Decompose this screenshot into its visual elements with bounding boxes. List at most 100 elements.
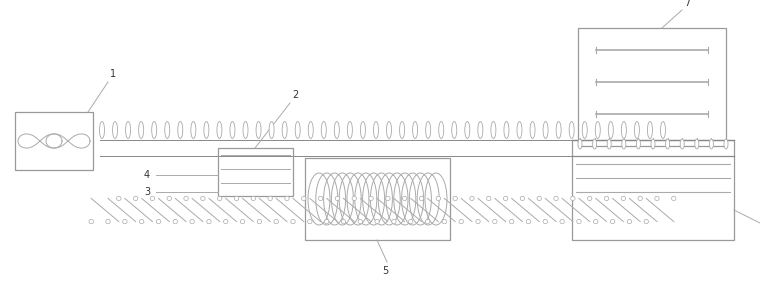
Circle shape — [509, 219, 514, 224]
Circle shape — [150, 196, 154, 201]
Circle shape — [577, 219, 581, 224]
Circle shape — [526, 219, 530, 224]
Circle shape — [302, 196, 306, 201]
Ellipse shape — [282, 121, 287, 138]
Circle shape — [403, 196, 407, 201]
Ellipse shape — [334, 121, 339, 138]
Circle shape — [492, 219, 497, 224]
Circle shape — [391, 219, 396, 224]
Bar — [305, 158, 450, 240]
Circle shape — [426, 219, 429, 224]
Ellipse shape — [321, 121, 326, 138]
Circle shape — [420, 196, 424, 201]
Ellipse shape — [608, 121, 613, 138]
Ellipse shape — [709, 139, 714, 149]
Circle shape — [453, 196, 458, 201]
Ellipse shape — [112, 121, 118, 138]
Ellipse shape — [165, 121, 169, 138]
Ellipse shape — [465, 121, 470, 138]
Circle shape — [543, 219, 547, 224]
Circle shape — [610, 219, 615, 224]
Ellipse shape — [178, 121, 182, 138]
Circle shape — [385, 196, 390, 201]
Circle shape — [285, 196, 289, 201]
Circle shape — [240, 219, 245, 224]
Circle shape — [436, 196, 441, 201]
Circle shape — [560, 219, 565, 224]
Circle shape — [173, 219, 178, 224]
Circle shape — [274, 219, 278, 224]
Circle shape — [571, 196, 575, 201]
Text: 1: 1 — [110, 69, 116, 79]
Circle shape — [325, 219, 329, 224]
Circle shape — [291, 219, 295, 224]
Ellipse shape — [695, 139, 698, 149]
Circle shape — [268, 196, 272, 201]
Circle shape — [190, 219, 195, 224]
Circle shape — [251, 196, 255, 201]
Ellipse shape — [204, 121, 209, 138]
Circle shape — [672, 196, 676, 201]
Ellipse shape — [451, 121, 457, 138]
Circle shape — [257, 219, 261, 224]
Circle shape — [537, 196, 541, 201]
Ellipse shape — [635, 121, 639, 138]
Ellipse shape — [387, 121, 391, 138]
Circle shape — [587, 196, 592, 201]
Circle shape — [341, 219, 346, 224]
Circle shape — [476, 219, 480, 224]
Circle shape — [503, 196, 508, 201]
Circle shape — [554, 196, 559, 201]
Circle shape — [409, 219, 413, 224]
Ellipse shape — [666, 139, 670, 149]
Circle shape — [223, 219, 228, 224]
Ellipse shape — [295, 121, 300, 138]
Text: 4: 4 — [144, 170, 150, 180]
Bar — [572, 140, 734, 240]
Circle shape — [627, 219, 632, 224]
Circle shape — [122, 219, 127, 224]
Ellipse shape — [651, 139, 655, 149]
Circle shape — [594, 219, 598, 224]
Ellipse shape — [309, 121, 313, 138]
Circle shape — [470, 196, 474, 201]
Ellipse shape — [191, 121, 196, 138]
Ellipse shape — [347, 121, 353, 138]
Circle shape — [167, 196, 172, 201]
Ellipse shape — [100, 121, 104, 138]
Ellipse shape — [256, 121, 261, 138]
Circle shape — [201, 196, 205, 201]
Circle shape — [234, 196, 239, 201]
Ellipse shape — [648, 121, 652, 138]
Text: 2: 2 — [292, 90, 298, 100]
Bar — [218, 148, 293, 196]
Ellipse shape — [569, 121, 574, 138]
Ellipse shape — [660, 121, 666, 138]
Ellipse shape — [230, 121, 235, 138]
Ellipse shape — [426, 121, 431, 138]
Circle shape — [157, 219, 160, 224]
Circle shape — [134, 196, 138, 201]
Circle shape — [89, 219, 93, 224]
Circle shape — [621, 196, 625, 201]
Ellipse shape — [607, 139, 611, 149]
Circle shape — [352, 196, 356, 201]
Ellipse shape — [578, 139, 582, 149]
Ellipse shape — [582, 121, 587, 138]
Circle shape — [459, 219, 464, 224]
Circle shape — [308, 219, 312, 224]
Text: 3: 3 — [144, 187, 150, 197]
Text: 5: 5 — [382, 266, 388, 276]
Circle shape — [106, 219, 110, 224]
Ellipse shape — [556, 121, 561, 138]
Ellipse shape — [138, 121, 144, 138]
Circle shape — [369, 196, 373, 201]
Text: 7: 7 — [684, 0, 690, 8]
Circle shape — [116, 196, 121, 201]
Circle shape — [521, 196, 524, 201]
Ellipse shape — [439, 121, 444, 138]
Circle shape — [375, 219, 379, 224]
Ellipse shape — [400, 121, 404, 138]
Circle shape — [486, 196, 491, 201]
Bar — [15, 112, 93, 170]
